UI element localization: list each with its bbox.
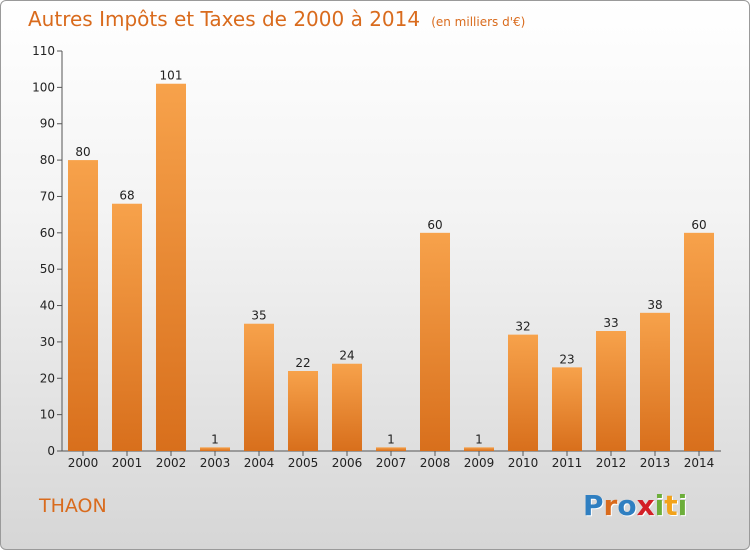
bar-value-label: 38 xyxy=(647,298,662,312)
bar xyxy=(684,232,714,451)
bar-value-label: 60 xyxy=(427,218,442,232)
x-tick-label: 2002 xyxy=(156,456,187,470)
bar-value-label: 24 xyxy=(339,349,354,363)
logo-letter: o xyxy=(617,489,637,522)
bar-value-label: 23 xyxy=(559,352,574,366)
y-tick-label: 60 xyxy=(40,226,55,240)
chart-title-unit: (en milliers d'€) xyxy=(431,15,526,29)
bar xyxy=(376,447,406,451)
bar-value-label: 68 xyxy=(119,189,134,203)
bar-value-label: 32 xyxy=(515,320,530,334)
x-tick-label: 2008 xyxy=(420,456,451,470)
y-tick-label: 50 xyxy=(40,262,55,276)
y-tick-label: 110 xyxy=(32,44,55,58)
x-tick-label: 2006 xyxy=(332,456,363,470)
bar xyxy=(332,363,362,451)
bar xyxy=(68,160,98,451)
bar-value-label: 1 xyxy=(211,432,219,446)
bar xyxy=(244,323,274,451)
proxiti-logo: Proxiti xyxy=(583,489,687,522)
bar xyxy=(464,447,494,451)
bar-value-label: 60 xyxy=(691,218,706,232)
bar xyxy=(596,331,626,451)
x-tick-label: 2012 xyxy=(596,456,627,470)
x-tick-label: 2005 xyxy=(288,456,319,470)
bar xyxy=(640,312,670,451)
x-tick-label: 2000 xyxy=(68,456,99,470)
x-tick-label: 2004 xyxy=(244,456,275,470)
x-tick-label: 2009 xyxy=(464,456,495,470)
y-tick-label: 100 xyxy=(32,80,55,94)
bar xyxy=(420,232,450,451)
bar xyxy=(508,334,538,451)
bar xyxy=(288,371,318,451)
bar xyxy=(200,447,230,451)
logo-letter: i xyxy=(654,489,665,522)
y-tick-label: 70 xyxy=(40,189,55,203)
y-tick-label: 0 xyxy=(47,444,55,458)
x-tick-label: 2007 xyxy=(376,456,407,470)
bar-value-label: 22 xyxy=(295,356,310,370)
bar-value-label: 101 xyxy=(160,69,183,83)
y-tick-label: 30 xyxy=(40,335,55,349)
y-tick-label: 90 xyxy=(40,117,55,131)
bar-value-label: 35 xyxy=(251,309,266,323)
bars xyxy=(68,83,714,452)
y-tick-label: 80 xyxy=(40,153,55,167)
x-tick-label: 2011 xyxy=(552,456,583,470)
bar xyxy=(156,83,186,452)
x-tick-label: 2014 xyxy=(684,456,715,470)
bar-value-label: 33 xyxy=(603,316,618,330)
x-tick-label: 2003 xyxy=(200,456,231,470)
x-tick-label: 2013 xyxy=(640,456,671,470)
town-name: THAON xyxy=(39,495,107,517)
bar-value-label: 1 xyxy=(387,432,395,446)
y-tick-label: 40 xyxy=(40,299,55,313)
bar-value-label: 1 xyxy=(475,432,483,446)
logo-letter: x xyxy=(636,489,655,522)
bar xyxy=(112,203,142,451)
bar-value-label: 80 xyxy=(75,145,90,159)
logo-letter: t xyxy=(664,489,678,522)
logo-letter: P xyxy=(583,489,604,522)
x-tick-label: 2010 xyxy=(508,456,539,470)
x-tick-label: 2001 xyxy=(112,456,143,470)
y-tick-label: 20 xyxy=(40,371,55,385)
bar xyxy=(552,367,582,451)
chart-title: Autres Impôts et Taxes de 2000 à 2014 (e… xyxy=(28,7,525,31)
chart-title-main: Autres Impôts et Taxes de 2000 à 2014 xyxy=(28,7,421,31)
labels: 2000 80 2001 68 2002 101 2003 1 2004 35 2005 22 2006… xyxy=(68,69,715,470)
logo-letter: r xyxy=(603,489,618,522)
logo-letter: i xyxy=(677,489,688,522)
y-tick-label: 10 xyxy=(40,408,55,422)
